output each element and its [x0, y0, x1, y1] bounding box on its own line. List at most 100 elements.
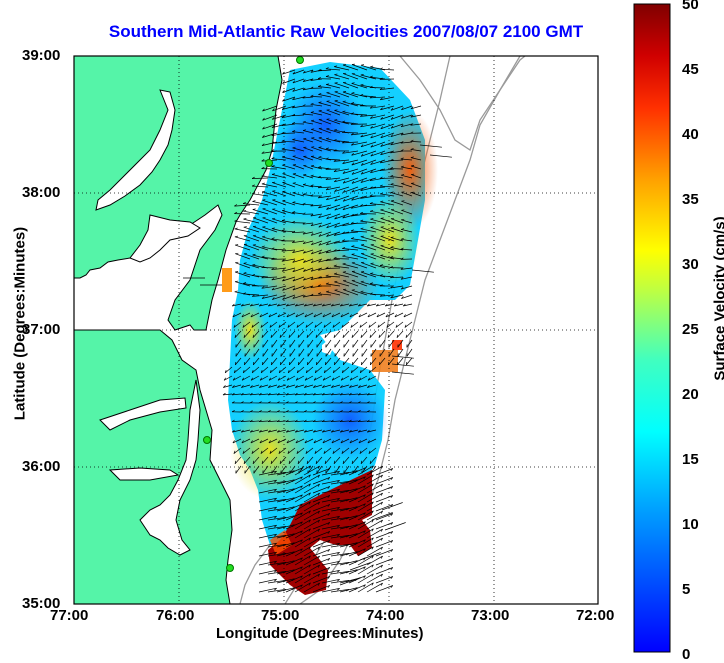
velocity-arrow: [334, 259, 349, 260]
colorbar-tick: 25: [682, 321, 699, 338]
velocity-arrow-head: [311, 138, 314, 139]
velocity-arrow-head: [391, 218, 394, 219]
velocity-arrow-head: [335, 100, 338, 101]
velocity-arrow-head: [335, 290, 338, 291]
y-axis-label: Latitude (Degrees:Minutes): [12, 214, 29, 434]
velocity-arrow-head: [253, 362, 254, 365]
station-marker: [204, 437, 211, 444]
velocity-arrow-head: [381, 227, 384, 228]
velocity-arrow-head: [352, 362, 353, 365]
velocity-arrow-head: [381, 245, 384, 246]
y-tick: 39:00: [22, 47, 60, 64]
station-marker: [297, 57, 304, 64]
velocity-arrow-head: [307, 362, 308, 365]
colorbar-tick: 5: [682, 581, 690, 598]
velocity-arrow-head: [343, 289, 346, 290]
velocity-arrow-head: [311, 147, 314, 148]
velocity-arrow-head: [401, 201, 404, 202]
velocity-arrow-head: [381, 236, 384, 237]
velocity-arrow-head: [271, 362, 272, 365]
velocity-arrow-head: [263, 217, 266, 218]
velocity-arrow-head: [325, 362, 326, 365]
velocity-arrow-head: [316, 362, 317, 365]
velocity-arrow-head: [272, 191, 275, 192]
velocity-arrow-head: [262, 227, 265, 228]
x-tick: 72:00: [576, 607, 614, 624]
y-tick: 36:00: [22, 458, 60, 475]
colorbar-tick: 40: [682, 126, 699, 143]
velocity-arrow-head: [293, 165, 296, 166]
velocity-arrow: [326, 268, 340, 269]
velocity-arrow: [351, 223, 367, 224]
velocity-arrow-head: [370, 362, 371, 365]
velocity-arrow-head: [319, 110, 322, 111]
velocity-arrow-head: [406, 362, 407, 365]
velocity-arrow: [318, 178, 331, 179]
x-tick: 73:00: [471, 607, 509, 624]
velocity-arrow-head: [361, 245, 364, 246]
velocity-arrow-head: [253, 235, 256, 236]
colorbar: [634, 4, 670, 652]
velocity-arrow-head: [244, 362, 245, 365]
velocity-arrow-head: [319, 137, 322, 138]
velocity-arrow-head: [311, 156, 314, 157]
velocity-arrow-head: [272, 182, 275, 183]
colorbar-tick: 45: [682, 61, 699, 78]
x-tick: 74:00: [366, 607, 404, 624]
velocity-arrow-head: [289, 362, 290, 365]
colorbar-tick: 35: [682, 191, 699, 208]
velocity-arrow-head: [401, 210, 404, 211]
velocity-arrow-head: [253, 245, 256, 246]
velocity-arrow-head: [303, 138, 306, 139]
velocity-arrow-head: [391, 209, 394, 210]
velocity-arrow: [360, 214, 376, 215]
velocity-arrow: [380, 178, 394, 179]
velocity-arrow-head: [327, 101, 330, 102]
velocity-arrow-head: [293, 183, 296, 184]
velocity-arrow-head: [361, 272, 364, 273]
velocity-arrow-head: [411, 174, 414, 175]
velocity-arrow-head: [253, 226, 256, 227]
y-tick: 38:00: [22, 184, 60, 201]
x-tick: 76:00: [156, 607, 194, 624]
station-marker: [227, 565, 234, 572]
velocity-arrow-head: [311, 129, 314, 130]
velocity-arrow-head: [343, 362, 344, 365]
velocity-arrow-head: [293, 156, 296, 157]
velocity-arrow-head: [244, 235, 247, 236]
velocity-arrow-head: [235, 272, 238, 273]
velocity-arrow-head: [379, 362, 380, 365]
colorbar-tick: 0: [682, 646, 690, 663]
velocity-arrow-head: [343, 65, 346, 66]
velocity-arrow: [262, 268, 277, 269]
x-axis-label: Longitude (Degrees:Minutes): [216, 625, 424, 642]
colorbar-tick: 30: [682, 256, 699, 273]
x-tick: 77:00: [50, 607, 88, 624]
velocity-arrow-head: [343, 280, 346, 281]
velocity-arrow-head: [263, 208, 266, 209]
velocity-arrow-head: [319, 128, 322, 129]
colorbar-tick: 15: [682, 451, 699, 468]
velocity-arrow-head: [303, 147, 306, 148]
velocity-arrow-head: [283, 173, 286, 174]
velocity-arrow-head: [235, 253, 238, 254]
velocity-arrow-head: [335, 83, 338, 84]
colorbar-tick: 50: [682, 0, 699, 13]
velocity-arrow-head: [334, 362, 335, 365]
colorbar-label: Surface Velocity (cm/s): [712, 189, 724, 409]
velocity-arrow: [282, 133, 295, 134]
velocity-arrow-head: [283, 182, 286, 183]
velocity-arrow-head: [235, 362, 236, 365]
velocity-arrow-head: [371, 254, 374, 255]
velocity-arrow-head: [327, 92, 330, 93]
velocity-arrow: [370, 88, 385, 89]
velocity-arrow-head: [361, 362, 362, 365]
velocity-arrow-head: [381, 218, 384, 219]
velocity-arrow-head: [244, 253, 247, 254]
velocity-arrow-head: [235, 262, 238, 263]
colorbar-tick: 20: [682, 386, 699, 403]
velocity-arrow-head: [262, 362, 263, 365]
velocity-arrow-head: [327, 119, 330, 120]
velocity-arrow-head: [280, 362, 281, 365]
